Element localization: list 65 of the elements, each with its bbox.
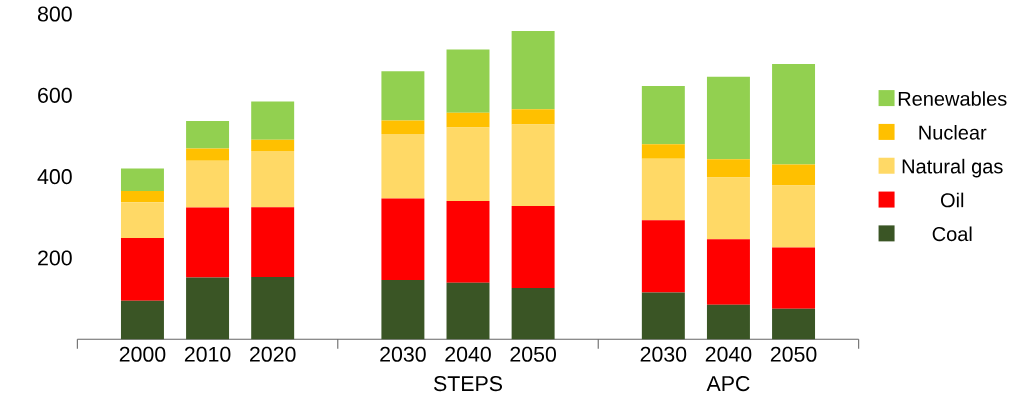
bar <box>772 308 816 340</box>
bar <box>641 292 685 340</box>
bar <box>706 304 750 340</box>
bar <box>446 112 490 128</box>
bar <box>511 288 555 340</box>
x-tick-label: 2030 <box>640 346 687 362</box>
x-tick-label: 2030 <box>380 346 426 362</box>
legend-label: Coal <box>932 226 972 242</box>
bar <box>446 127 490 202</box>
bar <box>511 31 555 110</box>
bar <box>641 144 685 159</box>
x-tick-label: 2050 <box>770 346 817 362</box>
bar <box>381 133 425 199</box>
bar <box>706 177 750 240</box>
bar <box>641 220 685 293</box>
bar <box>772 247 816 309</box>
bar <box>772 64 816 165</box>
x-tick-label: 2040 <box>445 346 491 362</box>
bar <box>381 198 425 280</box>
bar <box>706 239 750 305</box>
bar <box>251 101 295 140</box>
bar <box>120 238 164 301</box>
bar <box>772 164 816 186</box>
bar <box>446 282 490 340</box>
text: STEPS <box>434 376 503 392</box>
bar <box>706 76 750 160</box>
bar <box>120 202 164 239</box>
bar <box>186 207 230 278</box>
legend-label: Natural gas <box>902 158 1003 178</box>
bar <box>251 139 295 152</box>
bar <box>772 185 816 248</box>
bar <box>120 168 164 191</box>
bar <box>641 158 685 221</box>
x-tick-label: 2010 <box>184 346 231 362</box>
y-tick-label: 600 <box>38 87 72 103</box>
bar <box>251 151 295 208</box>
bar <box>641 85 685 145</box>
y-tick-label: 200 <box>38 250 72 266</box>
bar <box>251 277 295 340</box>
x-tick-label: 2020 <box>250 346 296 362</box>
bar <box>511 109 555 125</box>
bar <box>511 124 555 206</box>
legend-label: Oil <box>940 192 964 208</box>
bar <box>120 190 164 203</box>
bar <box>120 300 164 340</box>
text: APC <box>706 376 750 392</box>
y-tick-label: 400 <box>37 169 72 185</box>
bar <box>446 49 490 113</box>
bar <box>446 201 490 283</box>
x-tick-label: 2000 <box>119 346 166 362</box>
bar <box>186 277 230 340</box>
bar <box>381 279 425 340</box>
bar <box>706 159 750 178</box>
bar <box>186 160 230 208</box>
bar <box>251 207 295 278</box>
bar <box>511 205 555 289</box>
bar <box>186 148 230 161</box>
y-tick-label: 800 <box>37 6 72 22</box>
x-tick-label: 2050 <box>510 346 556 362</box>
bar <box>186 120 230 149</box>
bar <box>381 71 425 121</box>
x-tick-label: 2040 <box>705 346 752 362</box>
legend-label: Nuclear <box>919 125 987 140</box>
bar <box>381 120 425 134</box>
legend-label: Renewables <box>898 91 1007 106</box>
